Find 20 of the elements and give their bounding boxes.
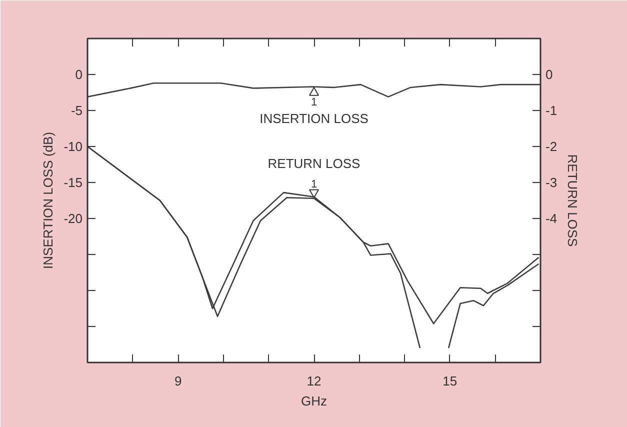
y-tick-label: -15 — [64, 175, 83, 190]
y2-axis-title: RETURN LOSS — [565, 154, 580, 248]
text: RETURN LOSS — [268, 156, 361, 171]
annotation: 1 — [310, 96, 318, 109]
annotation: 1 — [310, 178, 318, 190]
x-tick-label: 15 — [442, 374, 458, 388]
legend-label: INSERTION LOSS — [260, 110, 369, 126]
x-tick-label: 12 — [306, 374, 322, 388]
y-tick-label: -10 — [64, 139, 83, 154]
y-tick-label: 0 — [75, 67, 83, 82]
y2-tick-label: -1 — [546, 103, 558, 118]
y2-tick-label: 0 — [546, 67, 553, 82]
y-axis-title: INSERTION LOSS (dB) — [40, 132, 56, 270]
x-tick-label: 9 — [174, 374, 182, 388]
y2-tick-label: -2 — [546, 139, 558, 154]
y-tick-label: -20 — [64, 211, 83, 226]
x-axis-title: GHz — [301, 394, 327, 408]
y2-tick-label: -3 — [546, 175, 558, 190]
y-tick-label: -5 — [70, 103, 83, 118]
y2-tick-label: -4 — [546, 211, 558, 226]
